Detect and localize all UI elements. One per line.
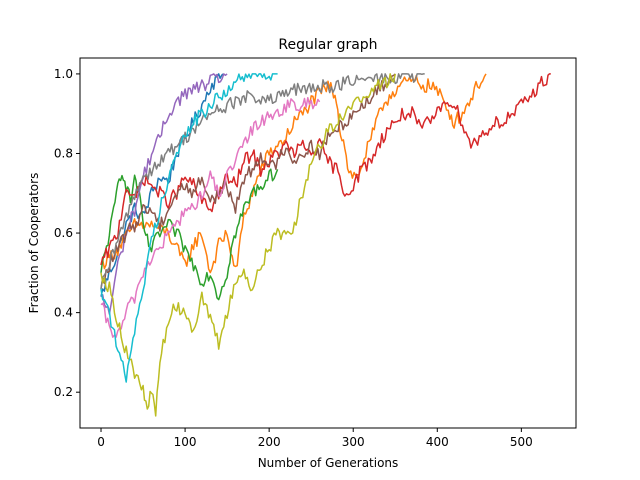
x-tick-label: 300 [342, 435, 365, 449]
y-tick-label: 1.0 [54, 67, 73, 81]
y-tick-label: 0.4 [54, 306, 73, 320]
series-line-3 [100, 168, 279, 301]
x-axis-ticks: 0 100 200 300 400 500 [97, 428, 533, 449]
y-tick-label: 0.6 [54, 226, 73, 240]
chart-title: Regular graph [278, 37, 377, 53]
series-line-7 [100, 97, 321, 338]
y-tick-label: 0.8 [54, 146, 73, 160]
x-tick-label: 200 [258, 435, 281, 449]
series-line-9 [100, 73, 397, 417]
series-line-10 [100, 73, 278, 383]
series-line-1 [100, 73, 224, 297]
x-tick-label: 0 [97, 435, 105, 449]
y-tick-label: 0.2 [54, 385, 73, 399]
x-tick-label: 400 [426, 435, 449, 449]
series-line-5 [100, 73, 228, 315]
series-line-8 [100, 73, 425, 289]
plot-frame [79, 57, 577, 429]
series-group [100, 73, 551, 417]
x-tick-label: 100 [174, 435, 197, 449]
x-tick-label: 500 [510, 435, 533, 449]
x-axis-label: Number of Generations [258, 456, 399, 470]
series-line-6 [100, 73, 396, 289]
y-axis-label: Fraction of Cooperators [27, 173, 41, 314]
series-line-2 [100, 73, 487, 274]
y-axis-ticks: 0.2 0.4 0.6 0.8 1.0 [54, 67, 80, 399]
